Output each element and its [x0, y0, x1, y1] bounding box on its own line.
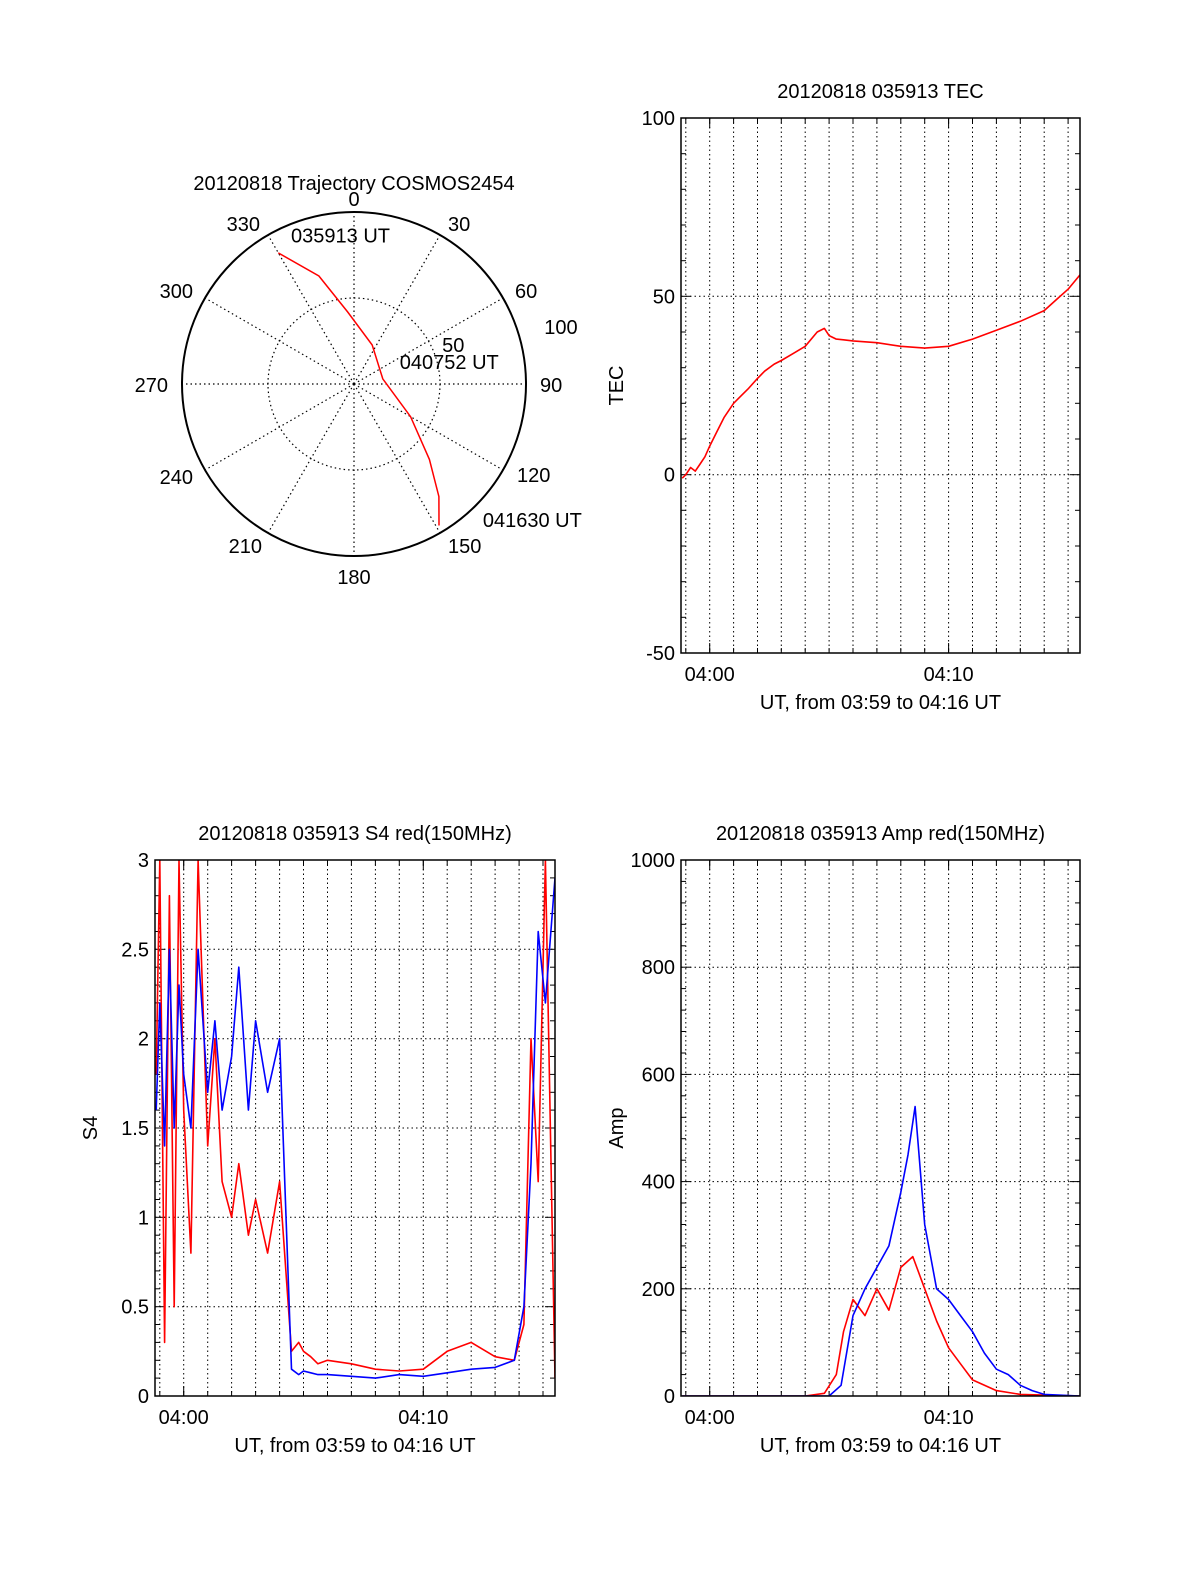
y-tick-label: 3 [138, 850, 149, 872]
amp-plot-frame [680, 859, 1081, 1397]
tec-title: 20120818 035913 TEC [777, 81, 983, 103]
y-tick-label: 0 [664, 1386, 675, 1408]
radius-label: 50 [442, 335, 464, 357]
polar-spoke [353, 234, 441, 385]
x-tick-label: 04:00 [159, 1407, 209, 1429]
azimuth-label: 330 [227, 214, 260, 236]
s4-series-group [155, 860, 555, 1379]
azimuth-label: 30 [448, 214, 470, 236]
x-tick-label: 04:10 [398, 1407, 448, 1429]
y-tick-label: 1 [138, 1207, 149, 1229]
x-tick-label: 04:10 [924, 1407, 974, 1429]
y-tick-label: 0 [664, 465, 675, 487]
azimuth-label: 150 [448, 536, 481, 558]
azimuth-label: 270 [135, 375, 168, 397]
tec-y-axis-label: TEC [606, 366, 628, 406]
s4-plot: 20120818 035913 S4 red(150MHz) 0 0.5 1 1.5 2 2… [80, 823, 556, 1457]
tec-x-axis-label: UT, from 03:59 to 04:16 UT [760, 692, 1001, 714]
tec-series-group [681, 274, 1080, 479]
tec-plot-frame [680, 117, 1081, 654]
amp-x-axis-label: UT, from 03:59 to 04:16 UT [760, 1435, 1001, 1457]
y-tick-label: 600 [642, 1064, 675, 1086]
azimuth-label: 210 [229, 536, 262, 558]
radius-label: 100 [544, 317, 577, 339]
y-tick-label: 2 [138, 1029, 149, 1051]
amp-y-axis-label: Amp [606, 1107, 628, 1148]
y-tick-label: 800 [642, 957, 675, 979]
y-tick-label: 100 [642, 108, 675, 130]
tec-series-line-0 [681, 274, 1080, 479]
amp-series-group [682, 1105, 1080, 1396]
polar-spoke [267, 383, 355, 534]
azimuth-label: 300 [160, 281, 193, 303]
polar-spoke [204, 383, 355, 471]
y-tick-label: 50 [653, 286, 675, 308]
azimuth-label: 0 [348, 189, 359, 211]
y-tick-label: 400 [642, 1172, 675, 1194]
s4-x-axis-label: UT, from 03:59 to 04:16 UT [234, 1435, 475, 1457]
azimuth-label: 120 [517, 465, 550, 487]
y-tick-label: 2.5 [121, 939, 149, 961]
y-tick-label: -50 [646, 643, 675, 665]
polar-ring-outer [181, 211, 527, 557]
amp-series-line-0 [682, 1255, 1080, 1396]
azimuth-label: 60 [515, 281, 537, 303]
polar-ring-inner [267, 297, 441, 471]
polar-spoke [204, 297, 355, 385]
amp-plot: 20120818 035913 Amp red(150MHz) 0 200 400 60… [606, 823, 1081, 1457]
trajectory-time-label: 035913 UT [291, 226, 390, 248]
azimuth-label: 240 [160, 467, 193, 489]
y-tick-label: 0 [138, 1386, 149, 1408]
s4-title: 20120818 035913 S4 red(150MHz) [198, 823, 512, 845]
tec-plot: 20120818 035913 TEC -50 0 50 100 04:00 04:10 UT… [606, 81, 1081, 714]
s4-y-axis-label: S4 [80, 1116, 102, 1140]
s4-plot-frame [154, 859, 556, 1397]
y-tick-label: 0.5 [121, 1297, 149, 1319]
y-tick-label: 1.5 [121, 1118, 149, 1140]
polar-spoke [353, 383, 441, 534]
x-tick-label: 04:00 [685, 1407, 735, 1429]
trajectory-title: 20120818 Trajectory COSMOS2454 [193, 173, 514, 195]
amp-series-line-1 [682, 1105, 1080, 1396]
trajectory-time-label: 041630 UT [483, 510, 582, 532]
polar-spoke [353, 297, 504, 385]
azimuth-label: 180 [337, 567, 370, 589]
y-tick-label: 1000 [631, 850, 676, 872]
trajectory-time-label: 040752 UT [400, 352, 499, 374]
polar-spoke [267, 234, 355, 385]
s4-series-line-1 [155, 877, 555, 1379]
azimuth-label: 90 [540, 375, 562, 397]
trajectory-line [277, 252, 440, 526]
y-tick-label: 200 [642, 1279, 675, 1301]
x-tick-label: 04:00 [685, 664, 735, 686]
amp-title: 20120818 035913 Amp red(150MHz) [716, 823, 1045, 845]
x-tick-label: 04:10 [924, 664, 974, 686]
